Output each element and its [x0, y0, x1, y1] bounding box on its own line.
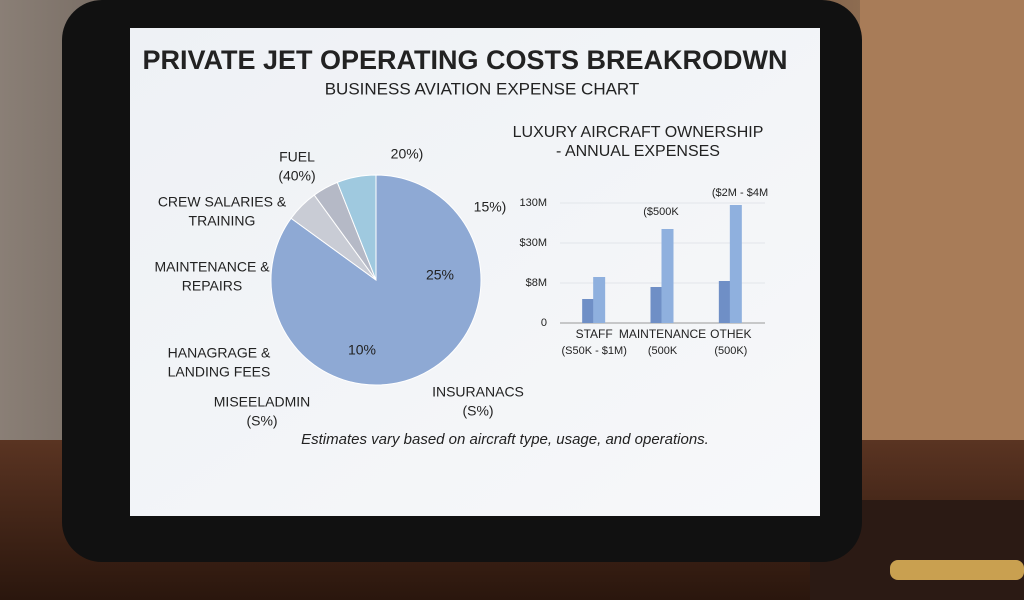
category-note: (500K	[648, 345, 678, 357]
y-tick-label: $30M	[519, 237, 547, 249]
seat	[860, 0, 1024, 440]
y-tick-label: $8M	[526, 277, 547, 289]
bar	[582, 299, 595, 323]
pie-label: CREW SALARIES &	[158, 194, 287, 210]
bar	[593, 277, 606, 323]
bar	[718, 281, 731, 323]
charts: FUEL (40%) 20%) CREW SALARIES & TRAINING 15%)…	[154, 124, 768, 428]
pen	[890, 560, 1024, 580]
y-tick-label: 0	[541, 317, 547, 329]
pie-label: 10%	[348, 342, 376, 358]
bar	[729, 205, 742, 323]
bar-title: - ANNUAL EXPENSES	[556, 143, 720, 160]
pie-label: 20%)	[391, 146, 424, 162]
bar	[661, 229, 674, 323]
x-tick-label: STAFF	[576, 327, 613, 341]
pie-label: MAINTENANCE &	[154, 259, 270, 275]
pie-label: (S%)	[462, 403, 493, 419]
pie-label: INSURANACS	[432, 384, 524, 400]
pie-label: FUEL	[279, 149, 315, 165]
pie-label: (40%)	[278, 168, 315, 184]
bar-annotation: ($2M - $4M	[712, 187, 768, 199]
pie-label: REPAIRS	[182, 278, 242, 294]
title: PRIVATE JET OPERATING COSTS BREAKRODWN	[142, 45, 787, 75]
subtitle: BUSINESS AVIATION EXPENSE CHART	[325, 79, 640, 98]
bar	[650, 287, 663, 323]
pie-label: TRAINING	[189, 213, 256, 229]
bar-title: LUXURY AIRCRAFT OWNERSHIP	[513, 124, 764, 141]
pie-label: HANAGRAGE &	[168, 345, 271, 361]
pie-slice	[336, 174, 377, 281]
category-note: (500K)	[714, 345, 747, 357]
pie-label: (S%)	[246, 413, 277, 429]
pie-label: 25%	[426, 267, 454, 283]
x-tick-label: OTHEK	[710, 327, 751, 341]
pie-label: LANDING FEES	[168, 364, 271, 380]
pie-label: MISEELADMIN	[214, 394, 310, 410]
bar-annotation: ($500K	[643, 206, 679, 218]
y-tick-label: 130M	[519, 197, 547, 209]
pie-label: 15%)	[474, 199, 507, 215]
footnote: Estimates vary based on aircraft type, u…	[301, 431, 709, 448]
category-note: (S50K - $1M)	[561, 345, 626, 357]
x-tick-label: MAINTENANCE	[619, 327, 706, 341]
